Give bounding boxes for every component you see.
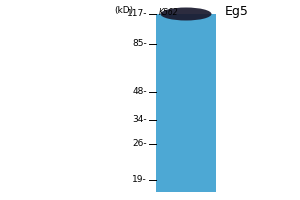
Bar [156, 14, 216, 192]
Text: K562: K562 [159, 8, 178, 17]
Text: 26-: 26- [132, 140, 147, 148]
Text: 117-: 117- [127, 9, 147, 19]
Text: 48-: 48- [132, 88, 147, 97]
Text: Eg5: Eg5 [225, 5, 249, 19]
Ellipse shape [160, 7, 211, 21]
Text: (kD): (kD) [114, 6, 133, 15]
Text: 85-: 85- [132, 40, 147, 48]
Text: 34-: 34- [132, 116, 147, 124]
Text: 19-: 19- [132, 176, 147, 184]
